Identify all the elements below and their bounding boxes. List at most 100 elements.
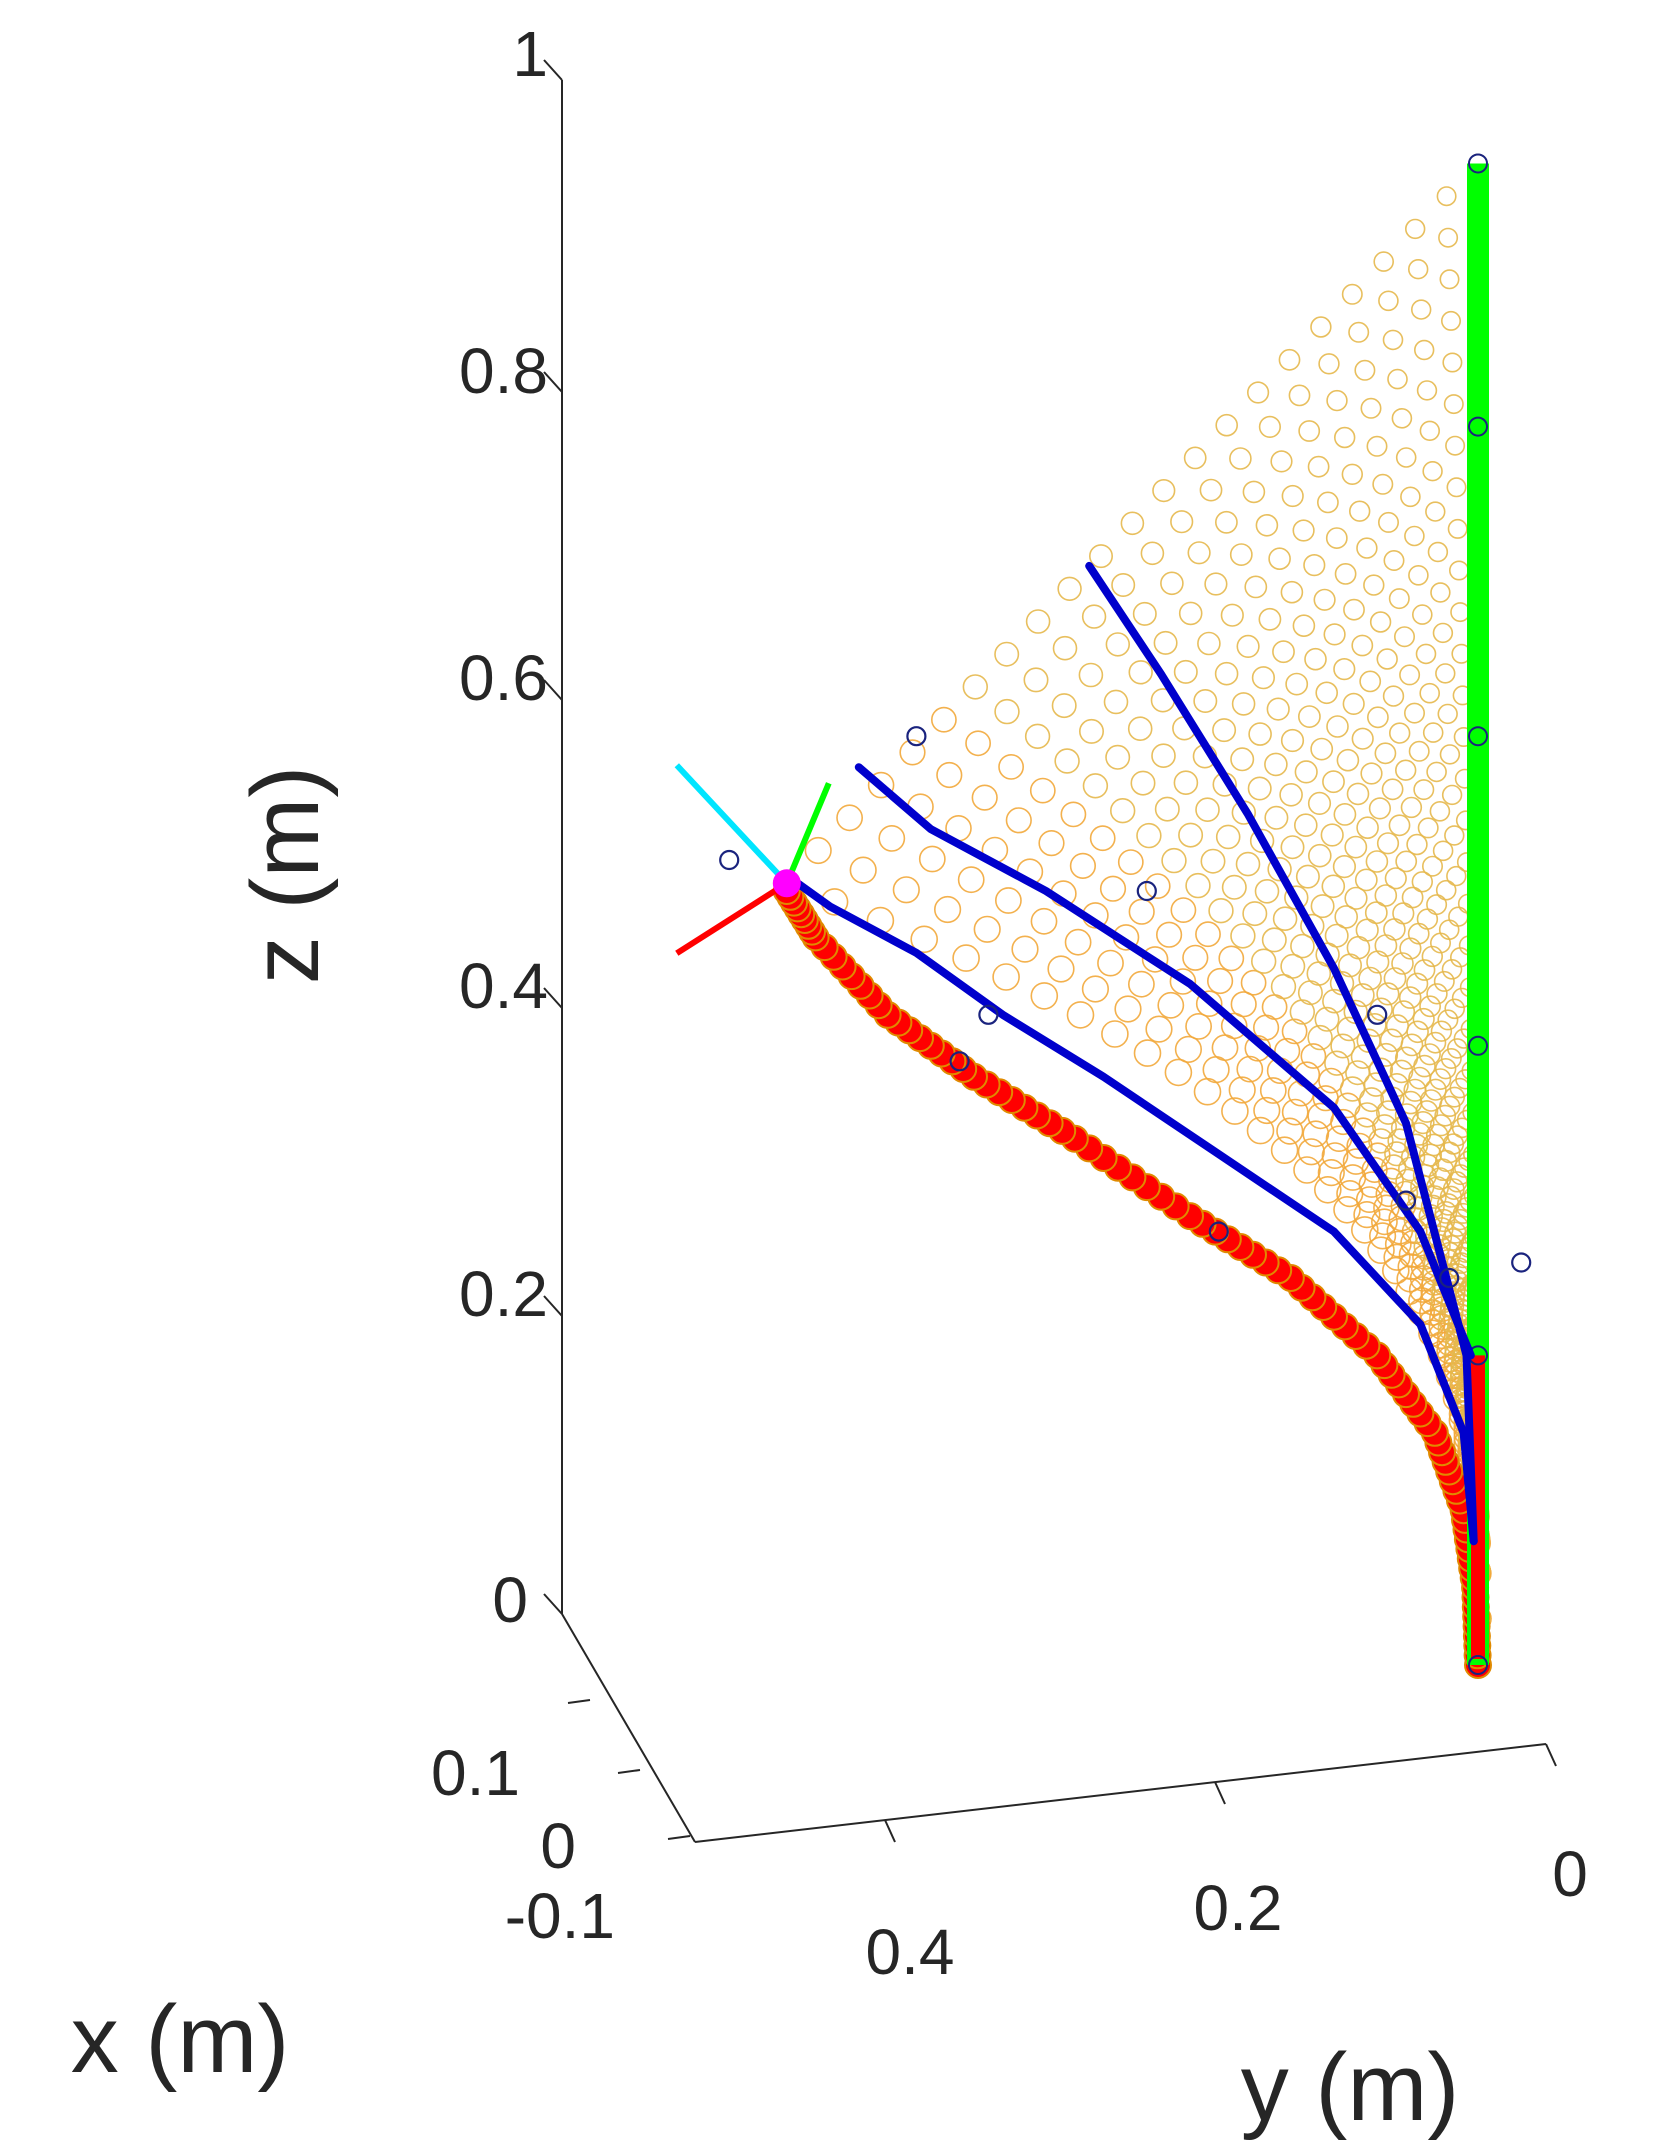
workspace-marker: [1424, 1031, 1447, 1054]
workspace-marker: [1388, 588, 1410, 610]
workspace-marker: [1247, 776, 1272, 801]
trajectory-line: [854, 763, 1475, 1360]
workspace-marker: [1060, 801, 1087, 828]
workspace-marker: [1344, 835, 1368, 859]
z-tick-label: 0.6: [459, 642, 548, 714]
workspace-marker: [1374, 884, 1398, 907]
workspace-marker: [1136, 822, 1162, 849]
z-tick-label: 0.4: [459, 950, 548, 1022]
workspace-marker: [1407, 922, 1430, 945]
workspace-marker: [1154, 796, 1180, 822]
workspace-marker: [1246, 1116, 1275, 1145]
workspace-marker: [1047, 955, 1075, 983]
workspace-marker: [1406, 833, 1428, 856]
workspace-marker: [1400, 486, 1421, 508]
workspace-marker: [1178, 822, 1204, 848]
workspace-marker: [1400, 796, 1423, 819]
y-tick-label: 0: [1552, 1838, 1588, 1910]
workspace-marker: [1356, 816, 1379, 840]
frame-y-axis: [784, 782, 832, 885]
workspace-marker: [1197, 631, 1221, 656]
workspace-marker: [1005, 807, 1032, 834]
workspace-marker: [1418, 1143, 1442, 1167]
workspace-marker: [1230, 923, 1256, 949]
workspace-marker: [1151, 743, 1176, 769]
workspace-marker: [1411, 871, 1434, 893]
workspace-marker: [1140, 541, 1165, 566]
workspace-marker: [1024, 723, 1051, 749]
workspace-marker: [1391, 952, 1414, 975]
workspace-marker: [1208, 897, 1234, 924]
workspace-marker: [1334, 563, 1357, 585]
workspace-marker: [1152, 479, 1176, 503]
workspace-marker: [1394, 626, 1416, 648]
workspace-marker: [1127, 716, 1153, 742]
workspace-marker: [1448, 906, 1469, 927]
workspace-marker: [1394, 759, 1417, 781]
workspace-marker: [1444, 998, 1465, 1020]
workspace-marker: [1432, 840, 1454, 862]
workspace-marker: [1408, 564, 1429, 586]
workspace-marker: [1193, 688, 1218, 713]
workspace-marker: [1324, 923, 1349, 948]
workspace-marker: [1321, 1142, 1349, 1170]
workspace-marker: [1320, 823, 1344, 847]
z-tick-mark: [543, 1593, 563, 1615]
workspace-markers: [772, 153, 1492, 1633]
workspace-marker: [1333, 1196, 1361, 1224]
workspace-marker: [1368, 1128, 1394, 1154]
workspace-marker: [1214, 661, 1239, 686]
workspace-marker: [962, 674, 988, 700]
workspace-marker: [1141, 946, 1169, 973]
workspace-marker: [1378, 290, 1399, 312]
workspace-marker: [1355, 1186, 1383, 1214]
workspace-marker: [1038, 829, 1065, 857]
joint-marker: [1468, 416, 1488, 437]
workspace-marker: [1279, 782, 1303, 807]
workspace-marker: [1195, 990, 1223, 1018]
workspace-marker: [1435, 663, 1456, 684]
workspace-marker: [1429, 1114, 1453, 1137]
workspace-marker: [1422, 722, 1444, 743]
workspace-marker: [1185, 1013, 1213, 1040]
workspace-marker: [1307, 455, 1330, 478]
workspace-marker: [1089, 825, 1116, 852]
workspace-marker: [1258, 415, 1281, 439]
workspace-marker: [1079, 718, 1105, 744]
workspace-marker: [1308, 843, 1332, 868]
workspace-marker: [1258, 607, 1282, 631]
workspace-marker: [1057, 576, 1082, 601]
workspace-marker: [1439, 269, 1460, 290]
workspace-marker: [1341, 463, 1364, 485]
workspace-marker: [1132, 601, 1157, 626]
workspace-marker: [1109, 797, 1136, 824]
workspace-marker: [1385, 1014, 1409, 1038]
workspace-marker: [1353, 1200, 1381, 1229]
workspace-marker: [1160, 571, 1184, 596]
workspace-marker: [1280, 728, 1305, 753]
workspace-marker: [1280, 835, 1305, 860]
workspace-marker: [1354, 868, 1378, 892]
joint-marker: [1468, 726, 1488, 747]
workspace-marker: [1272, 906, 1298, 932]
workspace-marker: [1354, 1102, 1380, 1128]
workspace-marker: [1157, 991, 1185, 1019]
workspace-marker: [1364, 901, 1388, 925]
workspace-marker: [1280, 580, 1304, 604]
workspace-marker: [1434, 1057, 1457, 1080]
workspace-marker: [1298, 420, 1321, 442]
workspace-marker: [1406, 1020, 1429, 1044]
workspace-marker: [1250, 948, 1277, 974]
workspace-marker: [1307, 1024, 1333, 1051]
workspace-marker: [1446, 865, 1467, 887]
workspace-marker: [1382, 685, 1405, 707]
workspace-marker: [918, 845, 946, 873]
workspace-marker: [1206, 967, 1234, 995]
workspace-marker: [1064, 928, 1092, 956]
workspace-marker: [1426, 983, 1448, 1005]
workspace-marker: [1384, 867, 1407, 890]
workspace-marker: [1078, 662, 1104, 688]
workspace-marker: [1164, 1058, 1193, 1087]
workspace-marker: [1325, 527, 1348, 550]
workspace-marker: [1264, 752, 1288, 777]
